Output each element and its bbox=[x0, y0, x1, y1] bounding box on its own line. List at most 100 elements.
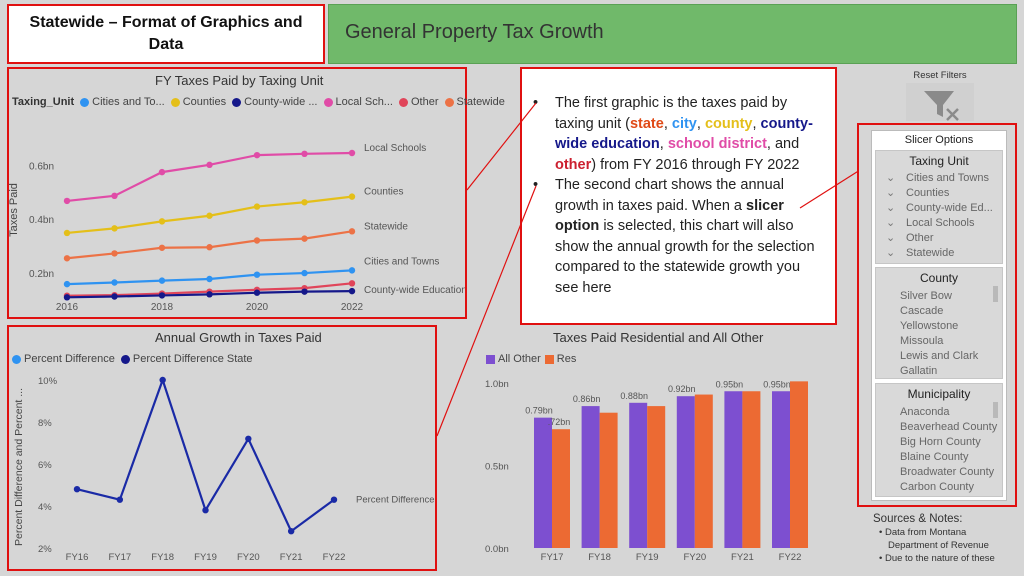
bar-data-label: .72bn bbox=[548, 417, 571, 427]
filter-clear-icon bbox=[906, 83, 974, 121]
taxing-unit-option[interactable]: ⌄ Local Schools bbox=[876, 216, 1002, 231]
taxing-unit-option[interactable]: ⌄ Statewide bbox=[876, 246, 1002, 261]
info-bullet-1: The first graphic is the taxes paid by t… bbox=[533, 93, 823, 175]
taxing-unit-option[interactable]: ⌄ County-wide Ed... bbox=[876, 201, 1002, 216]
y-axis-label: Percent Difference and Percent ... bbox=[13, 388, 25, 546]
taxing-unit-title: Taxing Unit bbox=[909, 154, 969, 168]
data-point-statewide bbox=[253, 237, 261, 244]
x-tick-label: FY19 bbox=[194, 552, 217, 563]
municipality-option[interactable]: Anaconda bbox=[900, 406, 950, 418]
county-option[interactable]: Missoula bbox=[900, 335, 944, 347]
data-point-local_schools bbox=[206, 161, 213, 169]
x-tick-label: FY20 bbox=[237, 552, 260, 563]
legend-item-other[interactable]: Other bbox=[410, 96, 439, 108]
bar-data-label: 0.92bn bbox=[668, 384, 696, 394]
legend-dot-percent-diff bbox=[12, 354, 21, 364]
legend-item-percent-diff-state[interactable]: Percent Difference State bbox=[132, 353, 253, 365]
county-option[interactable]: Lewis and Clark bbox=[900, 350, 979, 362]
county-option[interactable]: Cascade bbox=[900, 305, 944, 317]
x-tick-label: FY22 bbox=[779, 552, 802, 563]
x-tick-label: FY19 bbox=[636, 552, 659, 563]
county-scrollbar[interactable] bbox=[993, 286, 998, 302]
series-end-label: Cities and Towns bbox=[364, 256, 439, 267]
legend-item-statewide[interactable]: Statewide bbox=[456, 96, 505, 108]
chart1-title: FY Taxes Paid by Taxing Unit bbox=[155, 73, 324, 88]
taxing-unit-option[interactable]: ⌄ Cities and Towns bbox=[876, 171, 1002, 186]
data-point-local_schools bbox=[158, 168, 166, 176]
county-option[interactable]: Gallatin bbox=[900, 365, 938, 377]
taxing-unit-option-label: Counties bbox=[906, 187, 950, 199]
data-point bbox=[287, 528, 295, 535]
legend-swatch-all-other bbox=[486, 354, 495, 364]
notes-item: Department of Revenue bbox=[888, 540, 989, 551]
county-option[interactable]: Yellowstone bbox=[900, 320, 959, 332]
data-point-statewide bbox=[206, 244, 213, 251]
data-point-county_wide bbox=[348, 287, 356, 295]
legend-item-counties[interactable]: Counties bbox=[182, 96, 227, 108]
y-tick-label: 0.5bn bbox=[485, 462, 509, 473]
data-point-local_schools bbox=[111, 192, 118, 200]
slicer-panel: Slicer Options Taxing Unit ⌄ Cities and T… bbox=[857, 123, 1017, 507]
data-point-counties bbox=[63, 229, 71, 237]
data-point-counties bbox=[253, 203, 261, 210]
legend-label: Taxing_Unit bbox=[12, 96, 75, 108]
municipality-slicer: Municipality Anaconda Beaverhead County Bi… bbox=[875, 383, 1003, 497]
chart2-title: Annual Growth in Taxes Paid bbox=[155, 330, 322, 345]
bar-all-other bbox=[581, 406, 600, 548]
annual-growth-chart-panel bbox=[7, 325, 437, 571]
chevron-down-icon: ⌄ bbox=[886, 187, 896, 199]
taxing-unit-option[interactable]: ⌄ Other bbox=[876, 231, 1002, 246]
data-point bbox=[245, 435, 252, 442]
series-end-label: County-wide Education bbox=[364, 285, 465, 296]
taxing-unit-option-label: Other bbox=[906, 232, 934, 244]
series-end-label: Local Schools bbox=[364, 143, 426, 154]
y-tick-label: 4% bbox=[38, 502, 52, 513]
chevron-down-icon: ⌄ bbox=[886, 172, 896, 184]
legend-item-cities[interactable]: Cities and To... bbox=[92, 96, 165, 108]
bar-data-label: 0.86bn bbox=[573, 394, 601, 404]
county-option[interactable]: Silver Bow bbox=[900, 290, 952, 302]
legend-item-county-wide[interactable]: County-wide ... bbox=[244, 96, 318, 108]
data-point-counties bbox=[348, 193, 356, 200]
x-tick-label: FY17 bbox=[108, 552, 131, 563]
data-point-local_schools bbox=[63, 197, 71, 205]
taxing-unit-slicer: Taxing Unit ⌄ Cities and Towns ⌄ Counties ⌄ C… bbox=[875, 150, 1003, 264]
taxing-unit-option[interactable]: ⌄ Counties bbox=[876, 186, 1002, 201]
bar-res bbox=[694, 394, 713, 548]
legend-item-res[interactable]: Res bbox=[556, 353, 577, 365]
legend-item-percent-diff[interactable]: Percent Difference bbox=[24, 353, 115, 365]
data-point-county_wide bbox=[301, 288, 308, 295]
data-point-county_wide bbox=[63, 294, 71, 301]
municipality-scrollbar[interactable] bbox=[993, 402, 998, 418]
municipality-option[interactable]: Big Horn County bbox=[900, 436, 981, 448]
data-point bbox=[202, 507, 209, 514]
legend-item-all-other[interactable]: All Other bbox=[498, 353, 541, 365]
bar-res bbox=[599, 412, 618, 548]
reset-filters-button[interactable]: Reset Filters bbox=[906, 70, 974, 122]
municipality-option[interactable]: Broadwater County bbox=[900, 466, 995, 478]
taxing-unit-option-label: Statewide bbox=[906, 247, 955, 259]
bar-data-label: 0.79bn bbox=[525, 406, 553, 416]
slicer-title: Slicer Options bbox=[904, 134, 974, 146]
data-point-counties bbox=[158, 218, 166, 225]
y-tick-label: 2% bbox=[38, 544, 52, 555]
x-tick-label: 2018 bbox=[151, 302, 174, 313]
county-slicer: County Silver Bow Cascade Yellowstone Misso… bbox=[875, 267, 1003, 379]
notes-item: • Due to the nature of these bbox=[879, 553, 995, 564]
x-tick-label: 2016 bbox=[56, 302, 79, 313]
bar-res bbox=[742, 391, 761, 548]
x-tick-label: FY21 bbox=[731, 552, 754, 563]
bar-all-other bbox=[676, 396, 695, 548]
chevron-down-icon: ⌄ bbox=[886, 217, 896, 229]
municipality-option[interactable]: Carbon County bbox=[900, 481, 974, 493]
municipality-option[interactable]: Blaine County bbox=[900, 451, 969, 463]
municipality-option[interactable]: Beaverhead County bbox=[900, 421, 998, 433]
legend-swatch-res bbox=[544, 354, 554, 364]
y-tick-label: 6% bbox=[38, 460, 52, 471]
bar-all-other bbox=[629, 402, 648, 548]
taxes-paid-line-chart: Taxes Paid 0.2bn 0.4bn 0.6bn 2016 2018 2020 202… bbox=[9, 143, 465, 313]
legend-item-local-schools[interactable]: Local Sch... bbox=[335, 96, 393, 108]
bar-data-label: 0.88bn bbox=[620, 391, 648, 401]
data-point-county_wide bbox=[111, 293, 118, 300]
notes-title: Sources & Notes: bbox=[873, 513, 963, 525]
